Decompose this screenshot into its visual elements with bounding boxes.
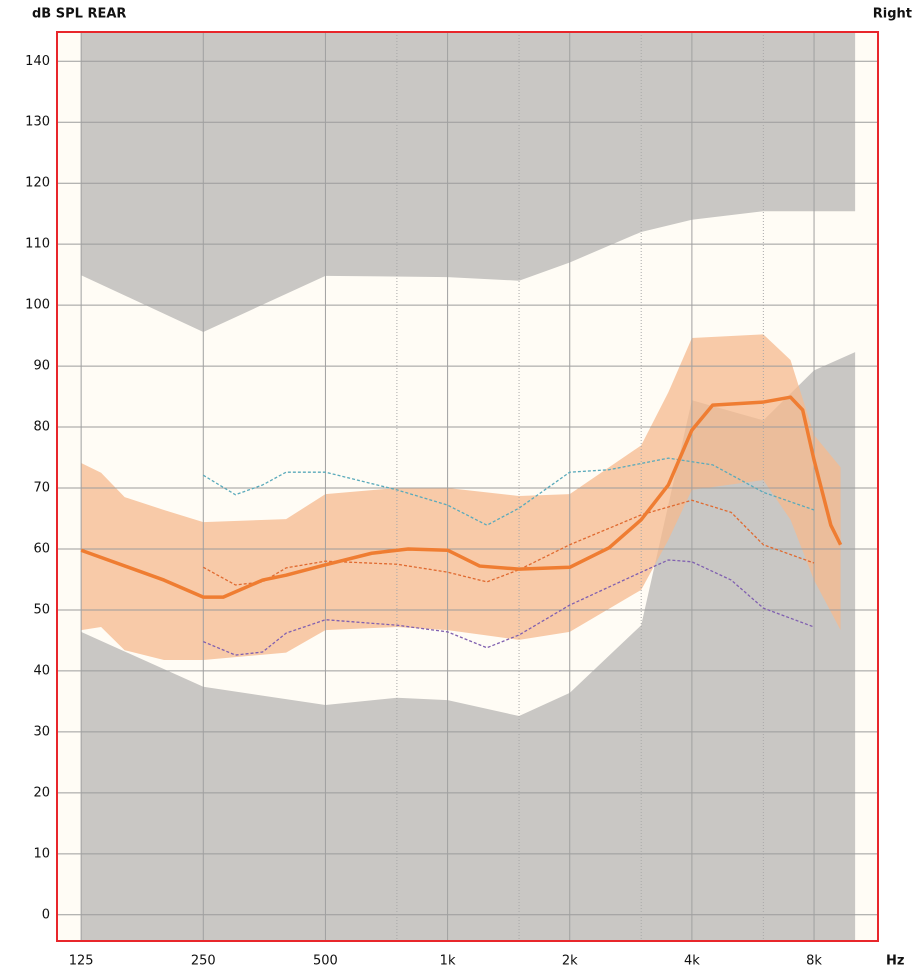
grid: [57, 32, 878, 941]
y-tick-label: 110: [25, 237, 50, 252]
limit-area: [81, 32, 856, 332]
y-tick-label: 10: [33, 846, 50, 861]
series-line: [203, 559, 815, 656]
y-tick-label: 80: [33, 420, 50, 435]
y-tick-label: 40: [33, 663, 50, 678]
y-tick-label: 140: [25, 54, 50, 69]
x-tick-label: 1k: [440, 954, 456, 969]
x-tick-label: 250: [191, 954, 216, 969]
series-line: [202, 457, 815, 526]
y-tick-label: 50: [33, 602, 50, 617]
x-tick-label: 125: [69, 954, 94, 969]
chart-subtitle: Right: [873, 7, 912, 22]
plot-frame: [56, 31, 879, 942]
tick-labels: 0 10 20 30 40 50 60 70 80 90 100 110 120 130 140 125 250…: [25, 54, 822, 969]
y-tick-label: 120: [25, 176, 50, 191]
x-tick-label: 2k: [562, 954, 578, 969]
lines: [80, 395, 843, 656]
chart-title: dB SPL REAR: [32, 7, 126, 22]
y-tick-label: 70: [33, 481, 50, 496]
y-tick-label: 100: [25, 298, 50, 313]
limit-area: [81, 352, 856, 941]
y-tick-label: 90: [33, 359, 50, 374]
y-tick-label: 60: [33, 541, 50, 556]
series-line: [80, 395, 843, 599]
y-tick-label: 20: [33, 785, 50, 800]
y-tick-label: 30: [33, 724, 50, 739]
x-tick-label: 500: [313, 954, 338, 969]
x-axis-label: Hz: [886, 954, 904, 969]
y-tick-label: 130: [25, 115, 50, 130]
x-tick-label: 4k: [684, 954, 700, 969]
x-tick-label: 8k: [806, 954, 822, 969]
y-tick-label: 0: [42, 907, 50, 922]
